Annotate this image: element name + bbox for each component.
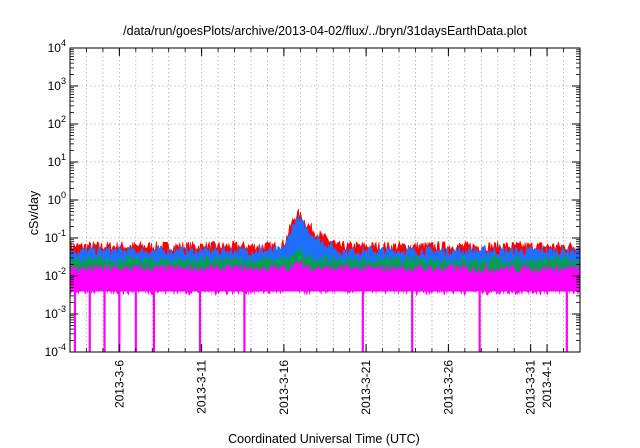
x-tick-label: 2013-3-6 xyxy=(112,360,126,408)
y-tick-label: 100 xyxy=(48,190,66,207)
y-tick-label: 102 xyxy=(48,114,66,131)
y-tick-exponent: 2 xyxy=(61,114,66,124)
y-tick-exponent: -4 xyxy=(58,342,66,352)
x-tick-label: 2013-3-21 xyxy=(359,360,373,415)
plot-area xyxy=(69,208,581,352)
y-tick-exponent: 4 xyxy=(61,38,66,48)
y-tick-exponent: -1 xyxy=(58,228,66,238)
x-tick-label: 2013-3-26 xyxy=(441,360,455,415)
y-tick-exponent: -3 xyxy=(58,304,66,314)
y-tick-label: 10-1 xyxy=(45,228,66,245)
y-tick-label: 101 xyxy=(48,152,66,169)
y-tick-exponent: 1 xyxy=(61,152,66,162)
y-tick-exponent: 0 xyxy=(61,190,66,200)
grid xyxy=(70,48,580,352)
y-tick-exponent: 3 xyxy=(61,76,66,86)
y-tick-label: 103 xyxy=(48,76,66,93)
y-tick-label: 10-4 xyxy=(45,342,66,359)
x-axis-label: Coordinated Universal Time (UTC) xyxy=(228,432,420,446)
y-tick-label: 10-3 xyxy=(45,304,66,321)
y-axis-label: cSv/day xyxy=(27,190,41,235)
x-tick-label: 2013-3-16 xyxy=(277,360,291,415)
chart-title: /data/run/goesPlots/archive/2013-04-02/f… xyxy=(123,24,527,38)
y-tick-label: 104 xyxy=(48,38,66,55)
series-4-lower-noise xyxy=(70,273,580,296)
x-axis: 2013-3-6 2013-3-11 2013-3-16 2013-3-21 2013-… xyxy=(86,48,564,415)
y-tick-label: 10-2 xyxy=(45,266,66,283)
y-tick-exponent: -2 xyxy=(58,266,66,276)
x-tick-label: 2013-3-31 xyxy=(524,360,538,415)
x-tick-label: 2013-3-11 xyxy=(195,360,209,414)
x-tick-label: 2013-4-1 xyxy=(540,360,554,408)
